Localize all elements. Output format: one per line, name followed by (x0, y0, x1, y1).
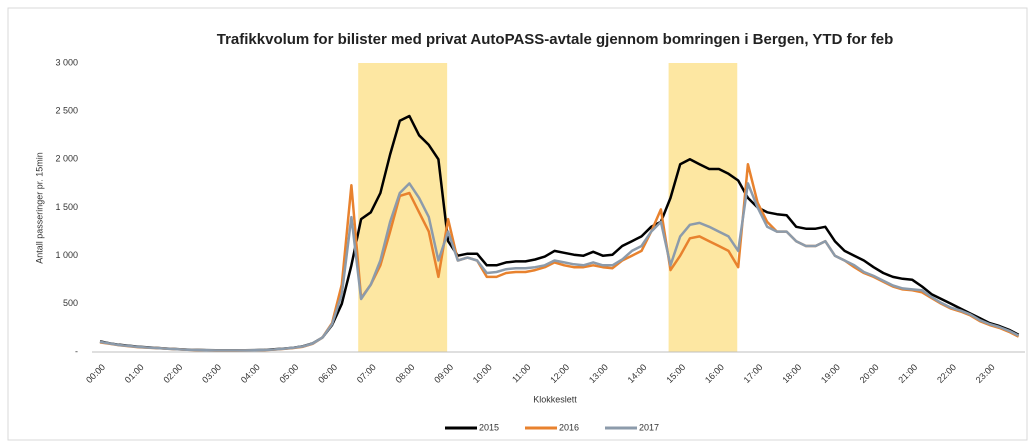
legend-label: 2015 (479, 422, 499, 432)
highlight-band (668, 63, 738, 352)
legend-label: 2016 (559, 422, 579, 432)
y-tick-label: - (75, 346, 78, 356)
y-tick-label: 2 000 (55, 154, 78, 164)
y-tick-label: 1 000 (55, 250, 78, 260)
legend-label: 2017 (639, 422, 659, 432)
y-tick-label: 2 500 (55, 106, 78, 116)
highlight-band (358, 63, 448, 352)
y-tick-label: 1 500 (55, 202, 78, 212)
y-axis-title: Antall passeringer pr. 15min (34, 152, 44, 264)
y-tick-label: 500 (63, 298, 78, 308)
series-line (99, 182, 1020, 352)
x-axis-title: Klokkeslett (533, 394, 577, 404)
chart-frame (7, 7, 1028, 441)
chart-title: Trafikkvolum for bilister med privat Aut… (217, 31, 894, 48)
y-tick-label: 3 000 (55, 57, 78, 67)
